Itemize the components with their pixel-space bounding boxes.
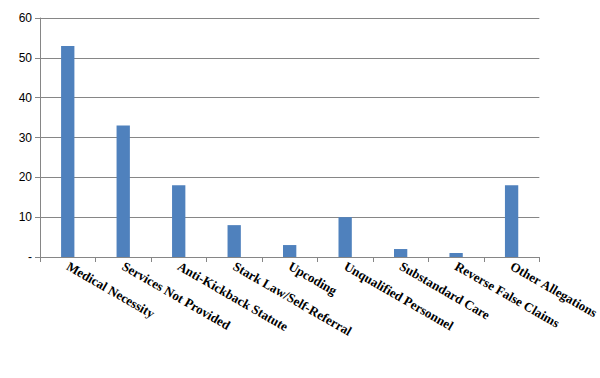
svg-text:60: 60 (19, 11, 33, 25)
svg-text:Upcoding: Upcoding (286, 259, 340, 299)
svg-text:40: 40 (19, 91, 33, 105)
svg-text:Other Allegations: Other Allegations (508, 259, 600, 321)
svg-text:50: 50 (19, 51, 33, 65)
svg-text:Medical Necessity: Medical Necessity (64, 258, 158, 322)
svg-text:30: 30 (19, 131, 33, 145)
svg-text:Stark Law/Self-Referral: Stark Law/Self-Referral (230, 259, 354, 339)
svg-text:-: - (28, 250, 32, 264)
svg-text:Unqualified Personnel: Unqualified Personnel (341, 258, 457, 334)
svg-text:Services Not Provided: Services Not Provided (119, 258, 233, 333)
svg-text:Reverse False Claims: Reverse False Claims (452, 259, 562, 331)
svg-text:10: 10 (19, 210, 33, 224)
svg-text:20: 20 (19, 170, 33, 184)
svg-text:Substandard Care: Substandard Care (396, 258, 493, 323)
svg-text:Anti-Kickback Statute: Anti-Kickback Statute (175, 258, 291, 335)
